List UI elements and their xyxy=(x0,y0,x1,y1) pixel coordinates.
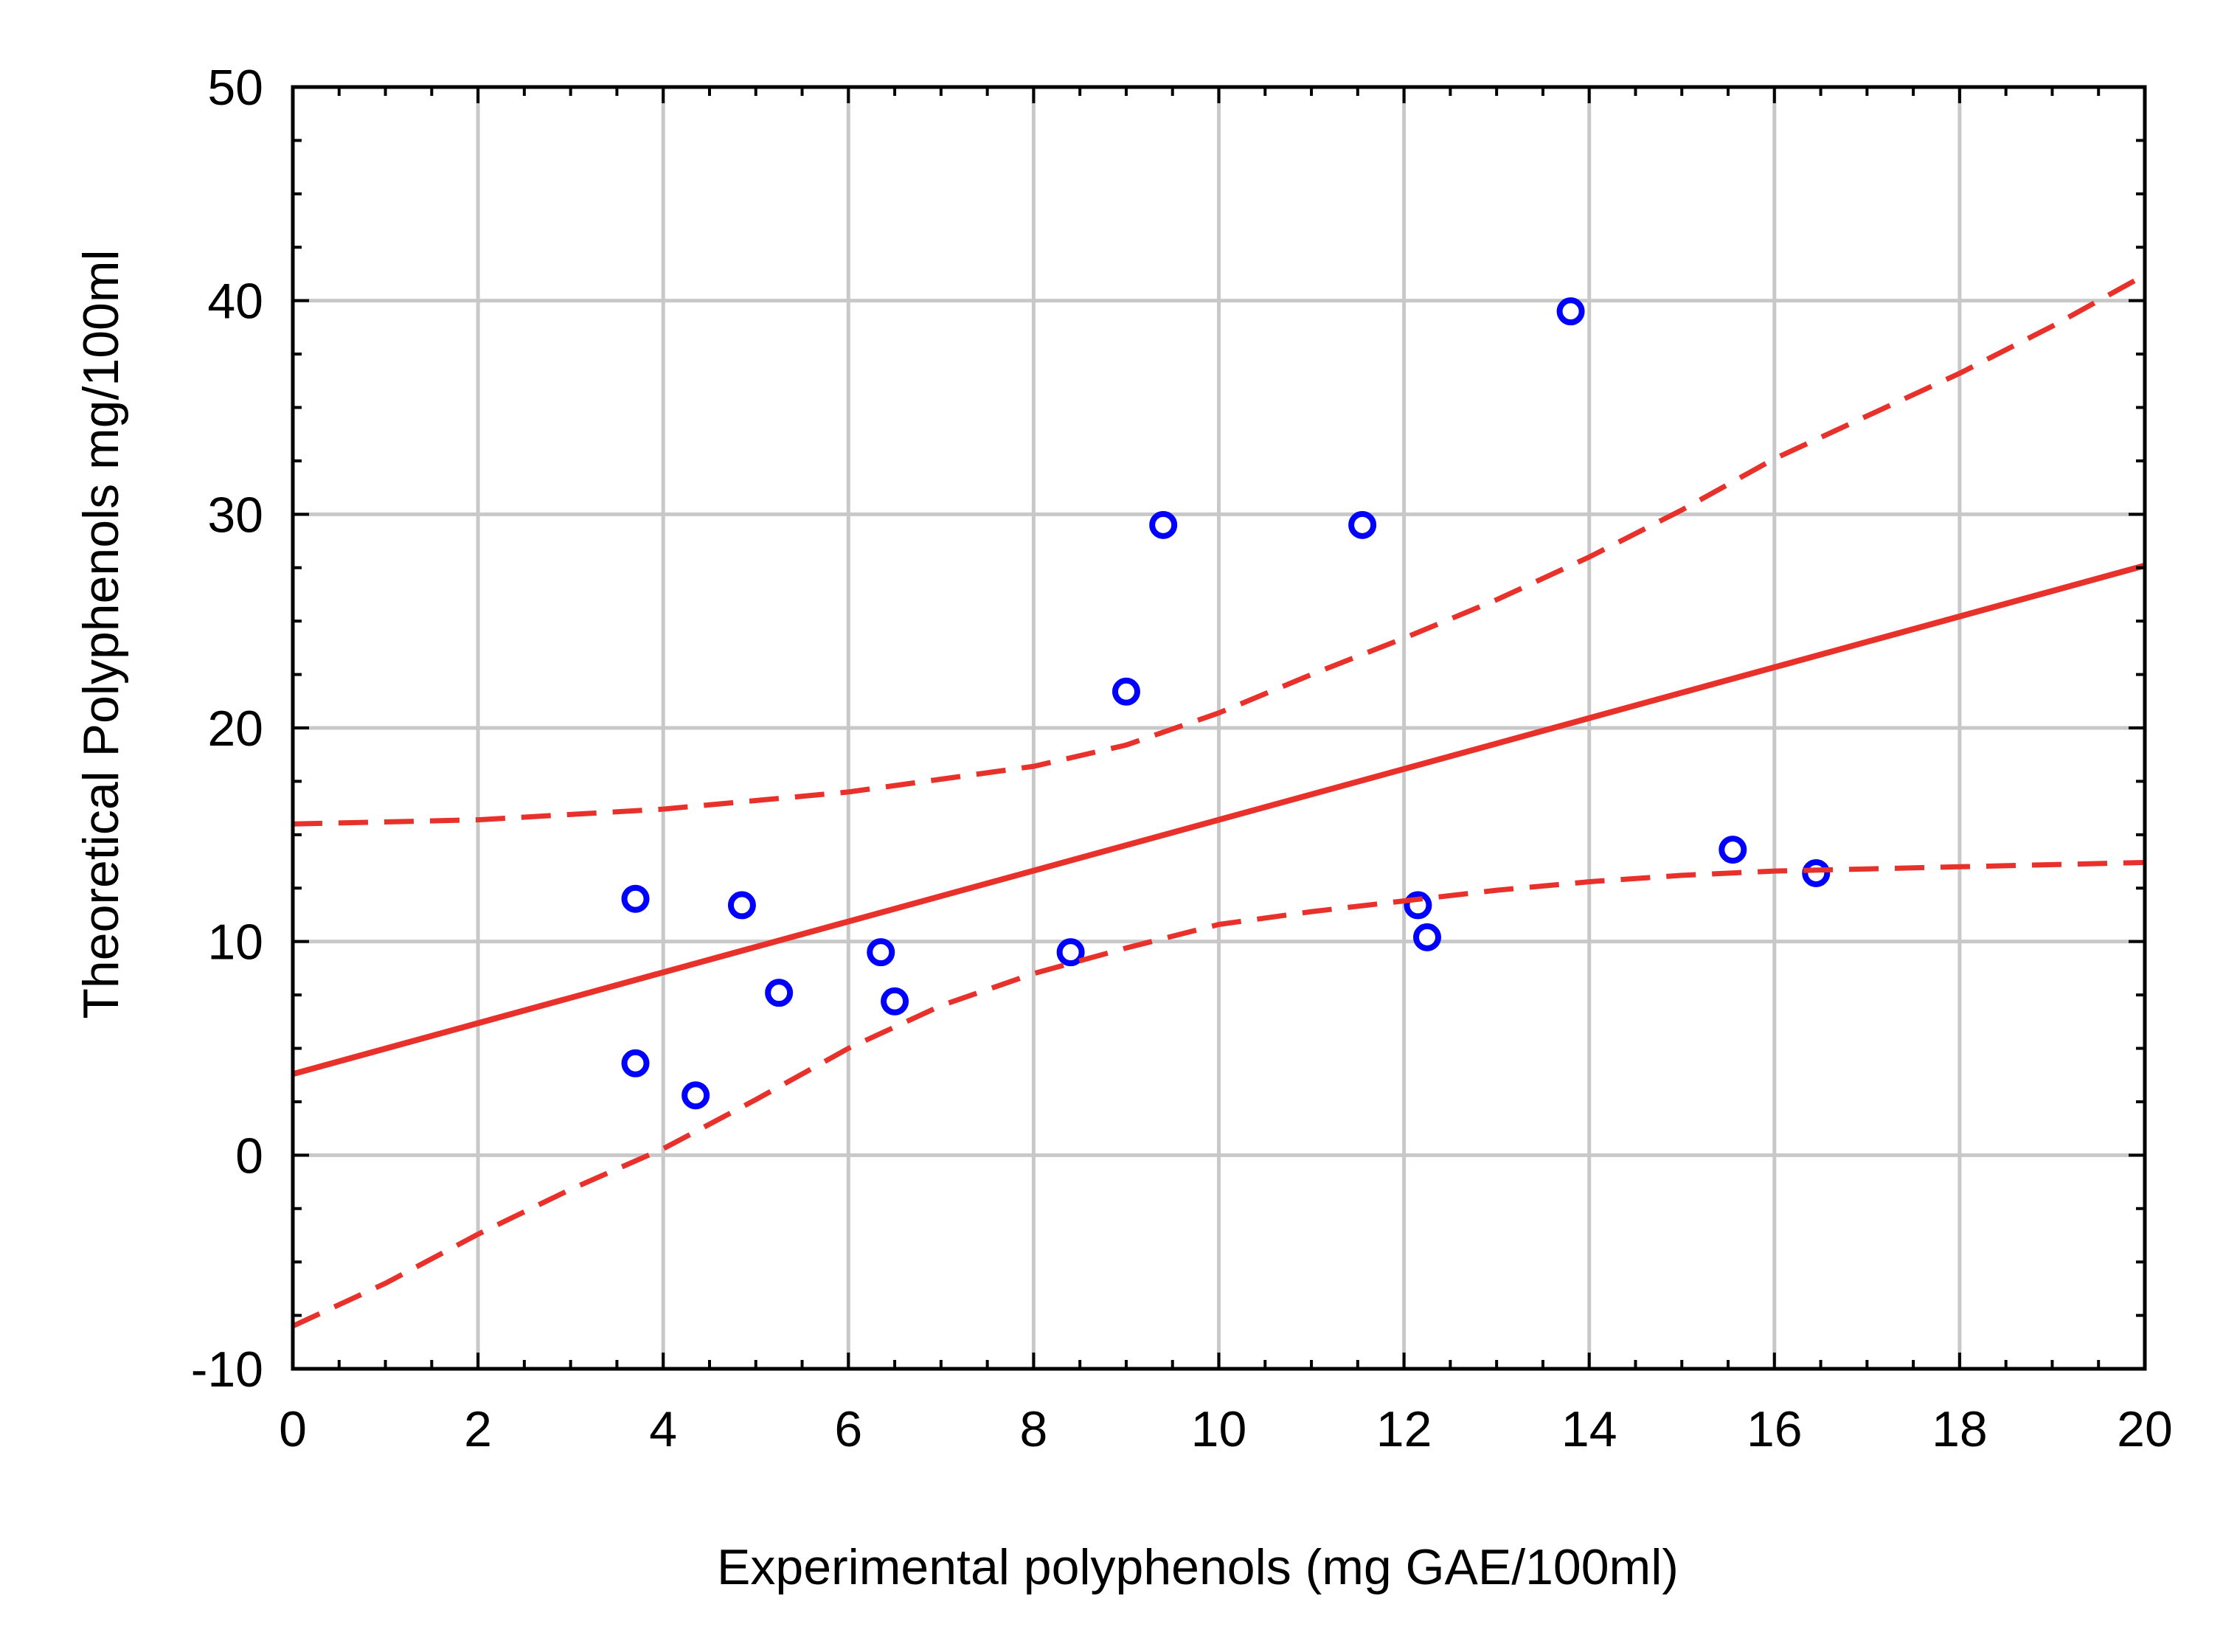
data-point xyxy=(727,891,756,920)
y-tick-label: 0 xyxy=(235,1128,263,1184)
x-tick-label: 16 xyxy=(1747,1401,1803,1457)
data-point xyxy=(881,987,909,1016)
data-point xyxy=(867,938,895,967)
x-tick-label: 2 xyxy=(464,1401,492,1457)
data-point xyxy=(765,979,794,1007)
data-point xyxy=(1056,938,1085,967)
data-point xyxy=(1348,510,1377,539)
x-axis-title: Experimental polyphenols (mg GAE/100ml) xyxy=(717,1539,1679,1595)
data-point xyxy=(1556,297,1585,326)
data-point xyxy=(621,884,650,913)
x-tick-label: 14 xyxy=(1561,1401,1617,1457)
lower-confidence-band xyxy=(291,860,2146,1329)
x-tick-label: 18 xyxy=(1932,1401,1988,1457)
regression-line xyxy=(291,563,2146,1077)
x-tick-label: 8 xyxy=(1019,1401,1047,1457)
x-tick-label: 20 xyxy=(2117,1401,2173,1457)
series-layer xyxy=(291,272,2146,1329)
x-tick-label: 4 xyxy=(649,1401,677,1457)
data-point xyxy=(1412,923,1441,951)
x-tick-label: 6 xyxy=(834,1401,862,1457)
y-tick-label: 10 xyxy=(207,914,263,971)
data-point xyxy=(682,1081,710,1110)
x-tick-label: 0 xyxy=(279,1401,307,1457)
x-tick-label: 10 xyxy=(1191,1401,1247,1457)
y-tick-label: 20 xyxy=(207,701,263,757)
data-point xyxy=(1719,836,1747,864)
x-tick-label: 12 xyxy=(1376,1401,1432,1457)
data-point xyxy=(1112,677,1140,706)
grid-layer xyxy=(293,87,2145,1369)
data-point xyxy=(1802,858,1831,887)
tick-layer: 0 2 4 6 8 10 12 14 16 18 20 -10 0 10 20 30 40 50 xyxy=(191,60,2173,1457)
y-tick-label: 40 xyxy=(207,274,263,330)
y-tick-label: -10 xyxy=(191,1342,263,1398)
y-tick-label: 30 xyxy=(207,487,263,543)
data-point xyxy=(621,1049,650,1077)
y-tick-label: 50 xyxy=(207,60,263,116)
data-point xyxy=(1149,510,1178,539)
y-axis-title: Theoretical Polyphenols mg/100ml xyxy=(73,249,129,1018)
